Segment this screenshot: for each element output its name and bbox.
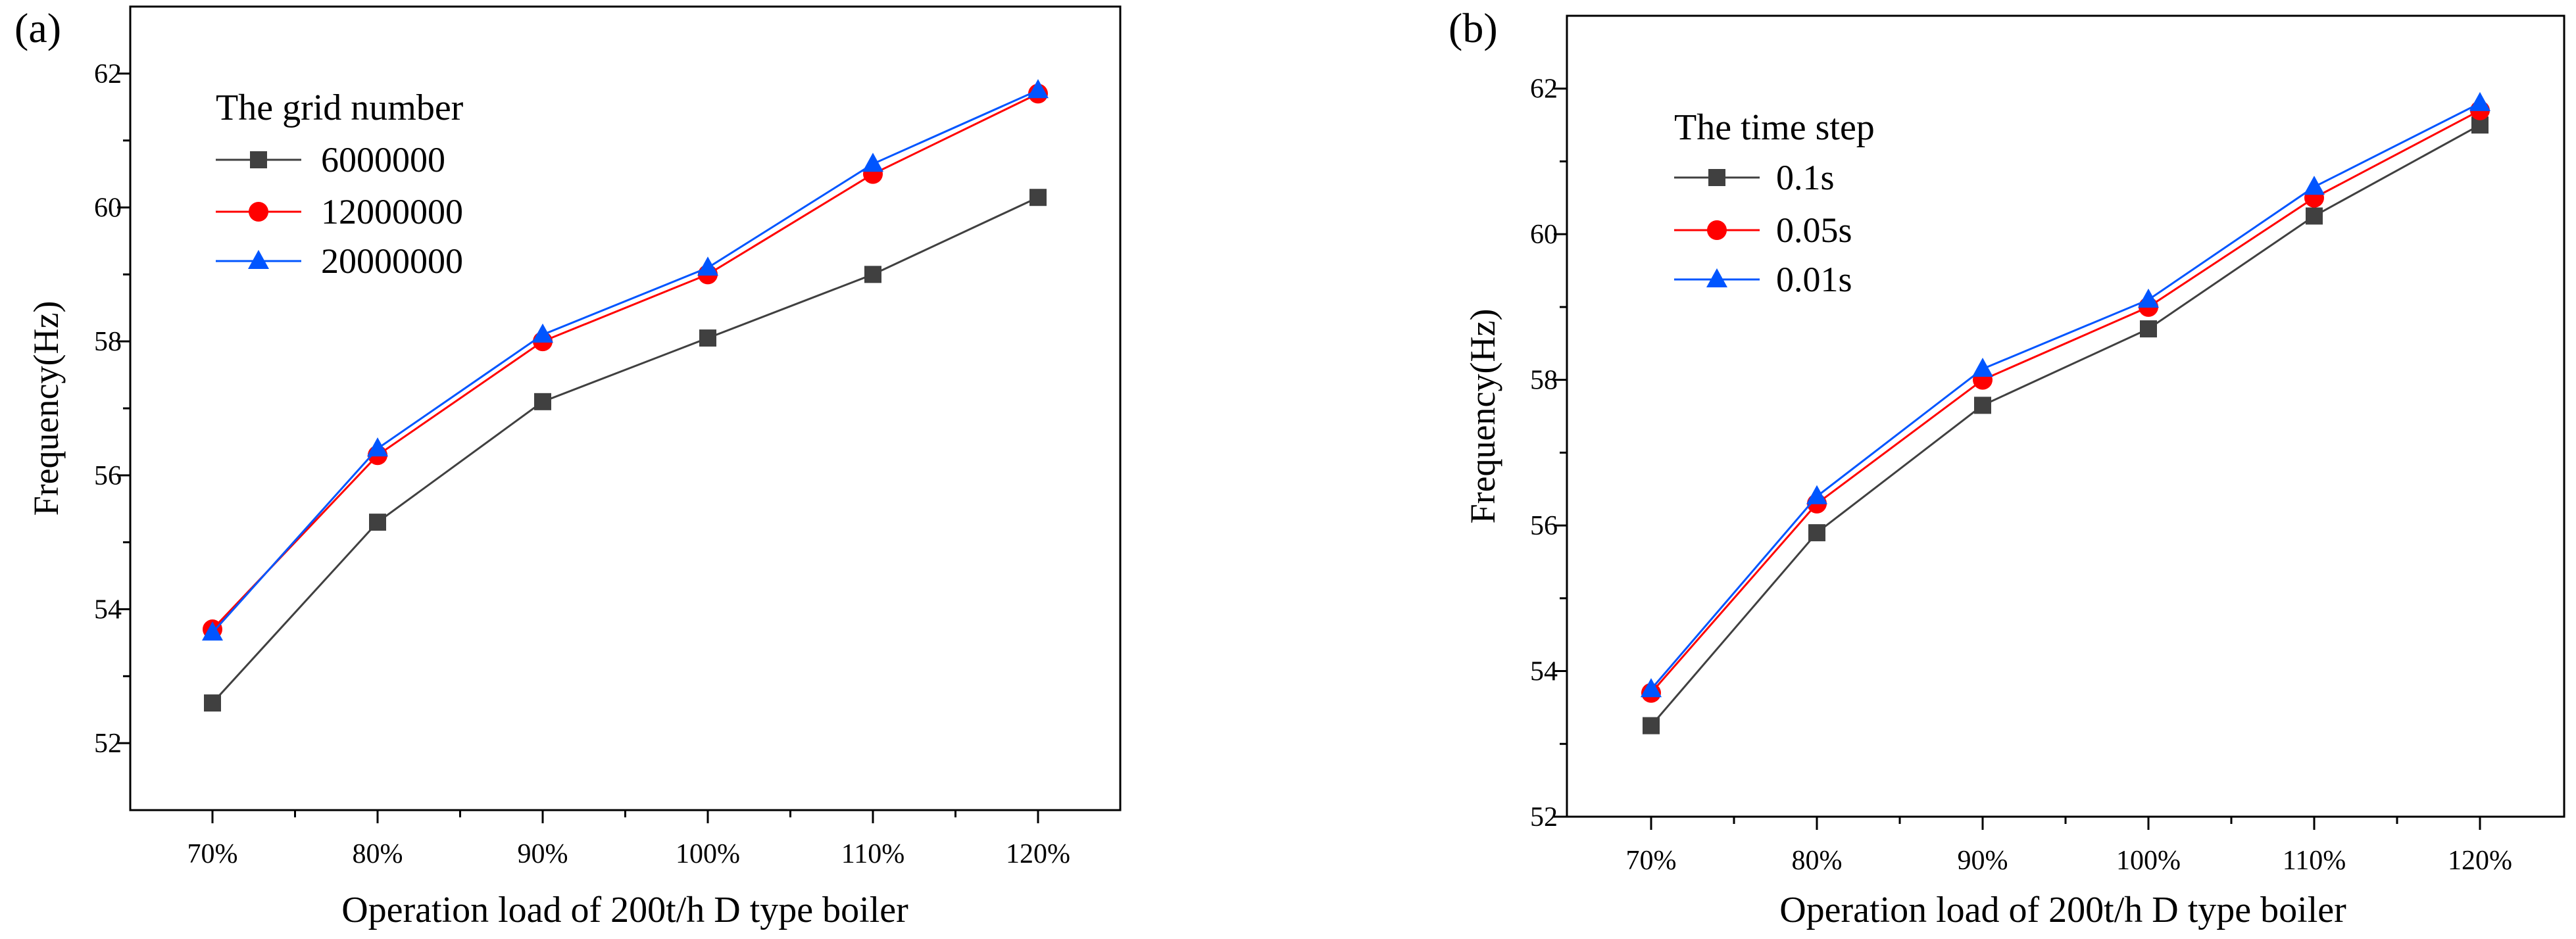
series-group-a xyxy=(202,79,1049,712)
series-0.1s xyxy=(1643,116,2489,734)
x-tick-label: 100% xyxy=(2116,846,2181,876)
panel-label-b: (b) xyxy=(1449,5,1498,51)
data-point xyxy=(2138,288,2159,308)
legend-label: 12000000 xyxy=(321,192,463,231)
data-point xyxy=(1028,79,1049,99)
y-tick-label: 52 xyxy=(94,729,122,759)
x-tick-label: 70% xyxy=(1626,846,1677,876)
x-tick-label: 90% xyxy=(1958,846,2008,876)
y-tick-label: 62 xyxy=(94,59,122,89)
y-axis-label-b: Frequency(Hz) xyxy=(1463,309,1502,524)
chart-panel-b: (b) 52 54 56 58 60 62 70% 80% 90% 100% 110% 120% F… xyxy=(1449,5,2565,930)
x-tick-label: 70% xyxy=(187,839,238,869)
legend-entry-12000000: 12000000 xyxy=(216,192,463,231)
panel-label-a: (a) xyxy=(14,5,61,51)
x-tick-label: 120% xyxy=(2448,846,2512,876)
data-point xyxy=(862,153,883,172)
y-tick-label: 56 xyxy=(94,461,122,491)
chart-panel-a: (a) 52 54 56 58 60 62 70% 80% 90% 100% 110% 120% F… xyxy=(14,5,1122,930)
data-point xyxy=(1029,189,1047,206)
data-point xyxy=(1643,717,1660,734)
x-tick-label: 90% xyxy=(518,839,568,869)
legend-marker xyxy=(248,250,269,269)
x-tick-labels-b: 70% 80% 90% 100% 110% 120% xyxy=(1626,846,2513,876)
legend-label: 0.05s xyxy=(1776,210,1852,250)
legend-label: 20000000 xyxy=(321,241,463,281)
series-0.01s xyxy=(1641,91,2490,698)
legend-title-b: The time step xyxy=(1674,107,1875,148)
data-point xyxy=(2304,176,2325,195)
legend-entry-0.05s: 0.05s xyxy=(1674,210,1852,250)
x-axis-label-b: Operation load of 200t/h D type boiler xyxy=(1779,890,2346,930)
data-point xyxy=(2306,207,2323,225)
x-tick-label: 80% xyxy=(353,839,403,869)
data-point xyxy=(1972,358,1993,377)
x-tick-label: 80% xyxy=(1792,846,1843,876)
data-point xyxy=(534,393,551,410)
y-tick-label: 54 xyxy=(1530,657,1558,687)
series-group-b xyxy=(1641,91,2490,734)
data-point xyxy=(369,514,386,531)
y-tick-label: 60 xyxy=(94,193,122,224)
tick-marks-b xyxy=(1554,87,2481,830)
legend-title-a: The grid number xyxy=(216,87,464,128)
series-6000000 xyxy=(204,189,1047,712)
data-point xyxy=(1808,524,1825,542)
y-axis-label-a: Frequency(Hz) xyxy=(26,301,66,516)
y-tick-label: 60 xyxy=(1530,220,1558,250)
legend-label: 0.1s xyxy=(1776,158,1835,197)
series-line xyxy=(1650,124,2481,727)
series-line xyxy=(1650,109,2481,694)
legend-entry-6000000: 6000000 xyxy=(216,140,445,180)
legend-label: 0.01s xyxy=(1776,260,1852,299)
legend-marker xyxy=(1706,268,1727,287)
x-tick-labels-a: 70% 80% 90% 100% 110% 120% xyxy=(187,839,1071,869)
data-point xyxy=(699,329,716,347)
legend-a: The grid number 6000000 12000000 20000000 xyxy=(216,87,464,281)
tick-marks-a xyxy=(117,72,1039,823)
legend-entry-20000000: 20000000 xyxy=(216,241,463,281)
series-0.05s xyxy=(1641,100,2490,703)
legend-marker xyxy=(250,151,267,168)
x-axis-label-a: Operation load of 200t/h D type boiler xyxy=(341,890,908,930)
x-tick-label: 120% xyxy=(1006,839,1070,869)
x-tick-label: 110% xyxy=(2283,846,2346,876)
series-20000000 xyxy=(202,79,1049,641)
y-tick-labels-b: 52 54 56 58 60 62 xyxy=(1530,74,1558,832)
y-tick-label: 62 xyxy=(1530,74,1558,105)
y-tick-label: 52 xyxy=(1530,802,1558,832)
y-tick-labels-a: 52 54 56 58 60 62 xyxy=(94,59,122,759)
x-tick-label: 110% xyxy=(841,839,904,869)
data-point xyxy=(367,437,388,457)
y-tick-label: 58 xyxy=(94,327,122,357)
data-point xyxy=(204,694,221,712)
series-line xyxy=(1650,102,2481,690)
legend-entry-0.1s: 0.1s xyxy=(1674,158,1835,197)
series-line xyxy=(211,196,1039,704)
data-point xyxy=(1641,678,1662,698)
y-tick-label: 54 xyxy=(94,595,122,625)
legend-b: The time step 0.1s 0.05s 0.01s xyxy=(1674,107,1875,299)
legend-marker xyxy=(1707,220,1727,240)
data-point xyxy=(1974,397,1991,414)
series-line xyxy=(211,93,1039,631)
legend-entry-0.01s: 0.01s xyxy=(1674,260,1852,299)
data-point xyxy=(532,323,553,343)
y-tick-label: 58 xyxy=(1530,366,1558,396)
legend-label: 6000000 xyxy=(321,140,445,180)
series-line xyxy=(211,89,1039,634)
data-point xyxy=(2469,91,2490,111)
legend-marker xyxy=(1708,169,1725,186)
data-point xyxy=(202,621,223,641)
data-point xyxy=(697,256,718,276)
x-tick-label: 100% xyxy=(676,839,740,869)
legend-marker xyxy=(249,202,268,222)
data-point xyxy=(1806,485,1827,504)
data-point xyxy=(2140,320,2157,338)
y-tick-label: 56 xyxy=(1530,511,1558,541)
data-point xyxy=(864,266,881,283)
